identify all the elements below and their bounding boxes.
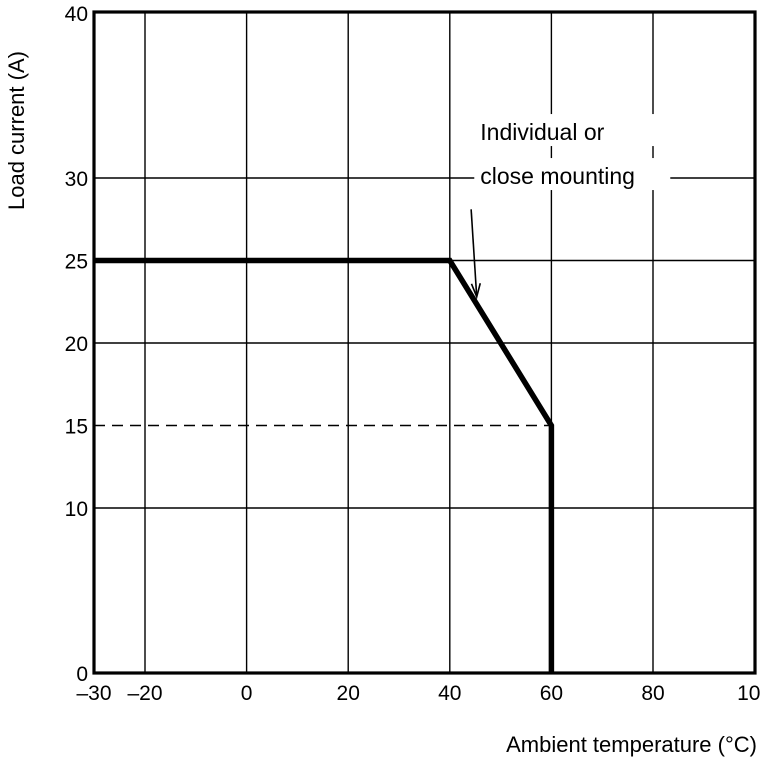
x-axis-label: Ambient temperature (°C) — [506, 732, 757, 757]
y-tick-label: 15 — [65, 416, 88, 439]
y-axis-label: Load current (A) — [4, 51, 29, 210]
x-tick-label: 60 — [540, 682, 563, 705]
annotation-text: Individual or — [480, 119, 604, 145]
y-tick-label: 20 — [65, 333, 88, 356]
series-layer — [93, 257, 555, 674]
y-tick-label: 10 — [65, 498, 88, 521]
annotation-arrowhead — [470, 283, 482, 300]
annotation-arrow-line — [470, 209, 478, 297]
annotation-layer: Individual or close mounting — [470, 114, 671, 300]
annotation-background — [474, 158, 671, 191]
annotation-background — [474, 114, 671, 147]
x-tick-labels: –30 –20 0 20 40 60 80 100 — [76, 682, 761, 705]
x-tick-label: –20 — [127, 682, 162, 705]
y-tick-label: 40 — [65, 3, 88, 26]
y-tick-label: 0 — [76, 663, 88, 686]
y-tick-labels: 0 10 15 20 25 30 40 — [65, 3, 88, 686]
x-tick-label: –30 — [76, 682, 111, 705]
x-tick-label: 20 — [337, 682, 360, 705]
y-tick-label: 25 — [65, 251, 88, 274]
x-tick-label: 40 — [438, 682, 461, 705]
x-tick-label: 100 — [737, 682, 761, 705]
x-tick-label: 0 — [241, 682, 253, 705]
plot-frame — [92, 10, 757, 675]
annotation-text: close mounting — [480, 163, 635, 189]
y-tick-label: 30 — [65, 168, 88, 191]
x-tick-label: 80 — [641, 682, 664, 705]
derating-curve — [94, 257, 555, 673]
grid-lines — [94, 12, 755, 673]
